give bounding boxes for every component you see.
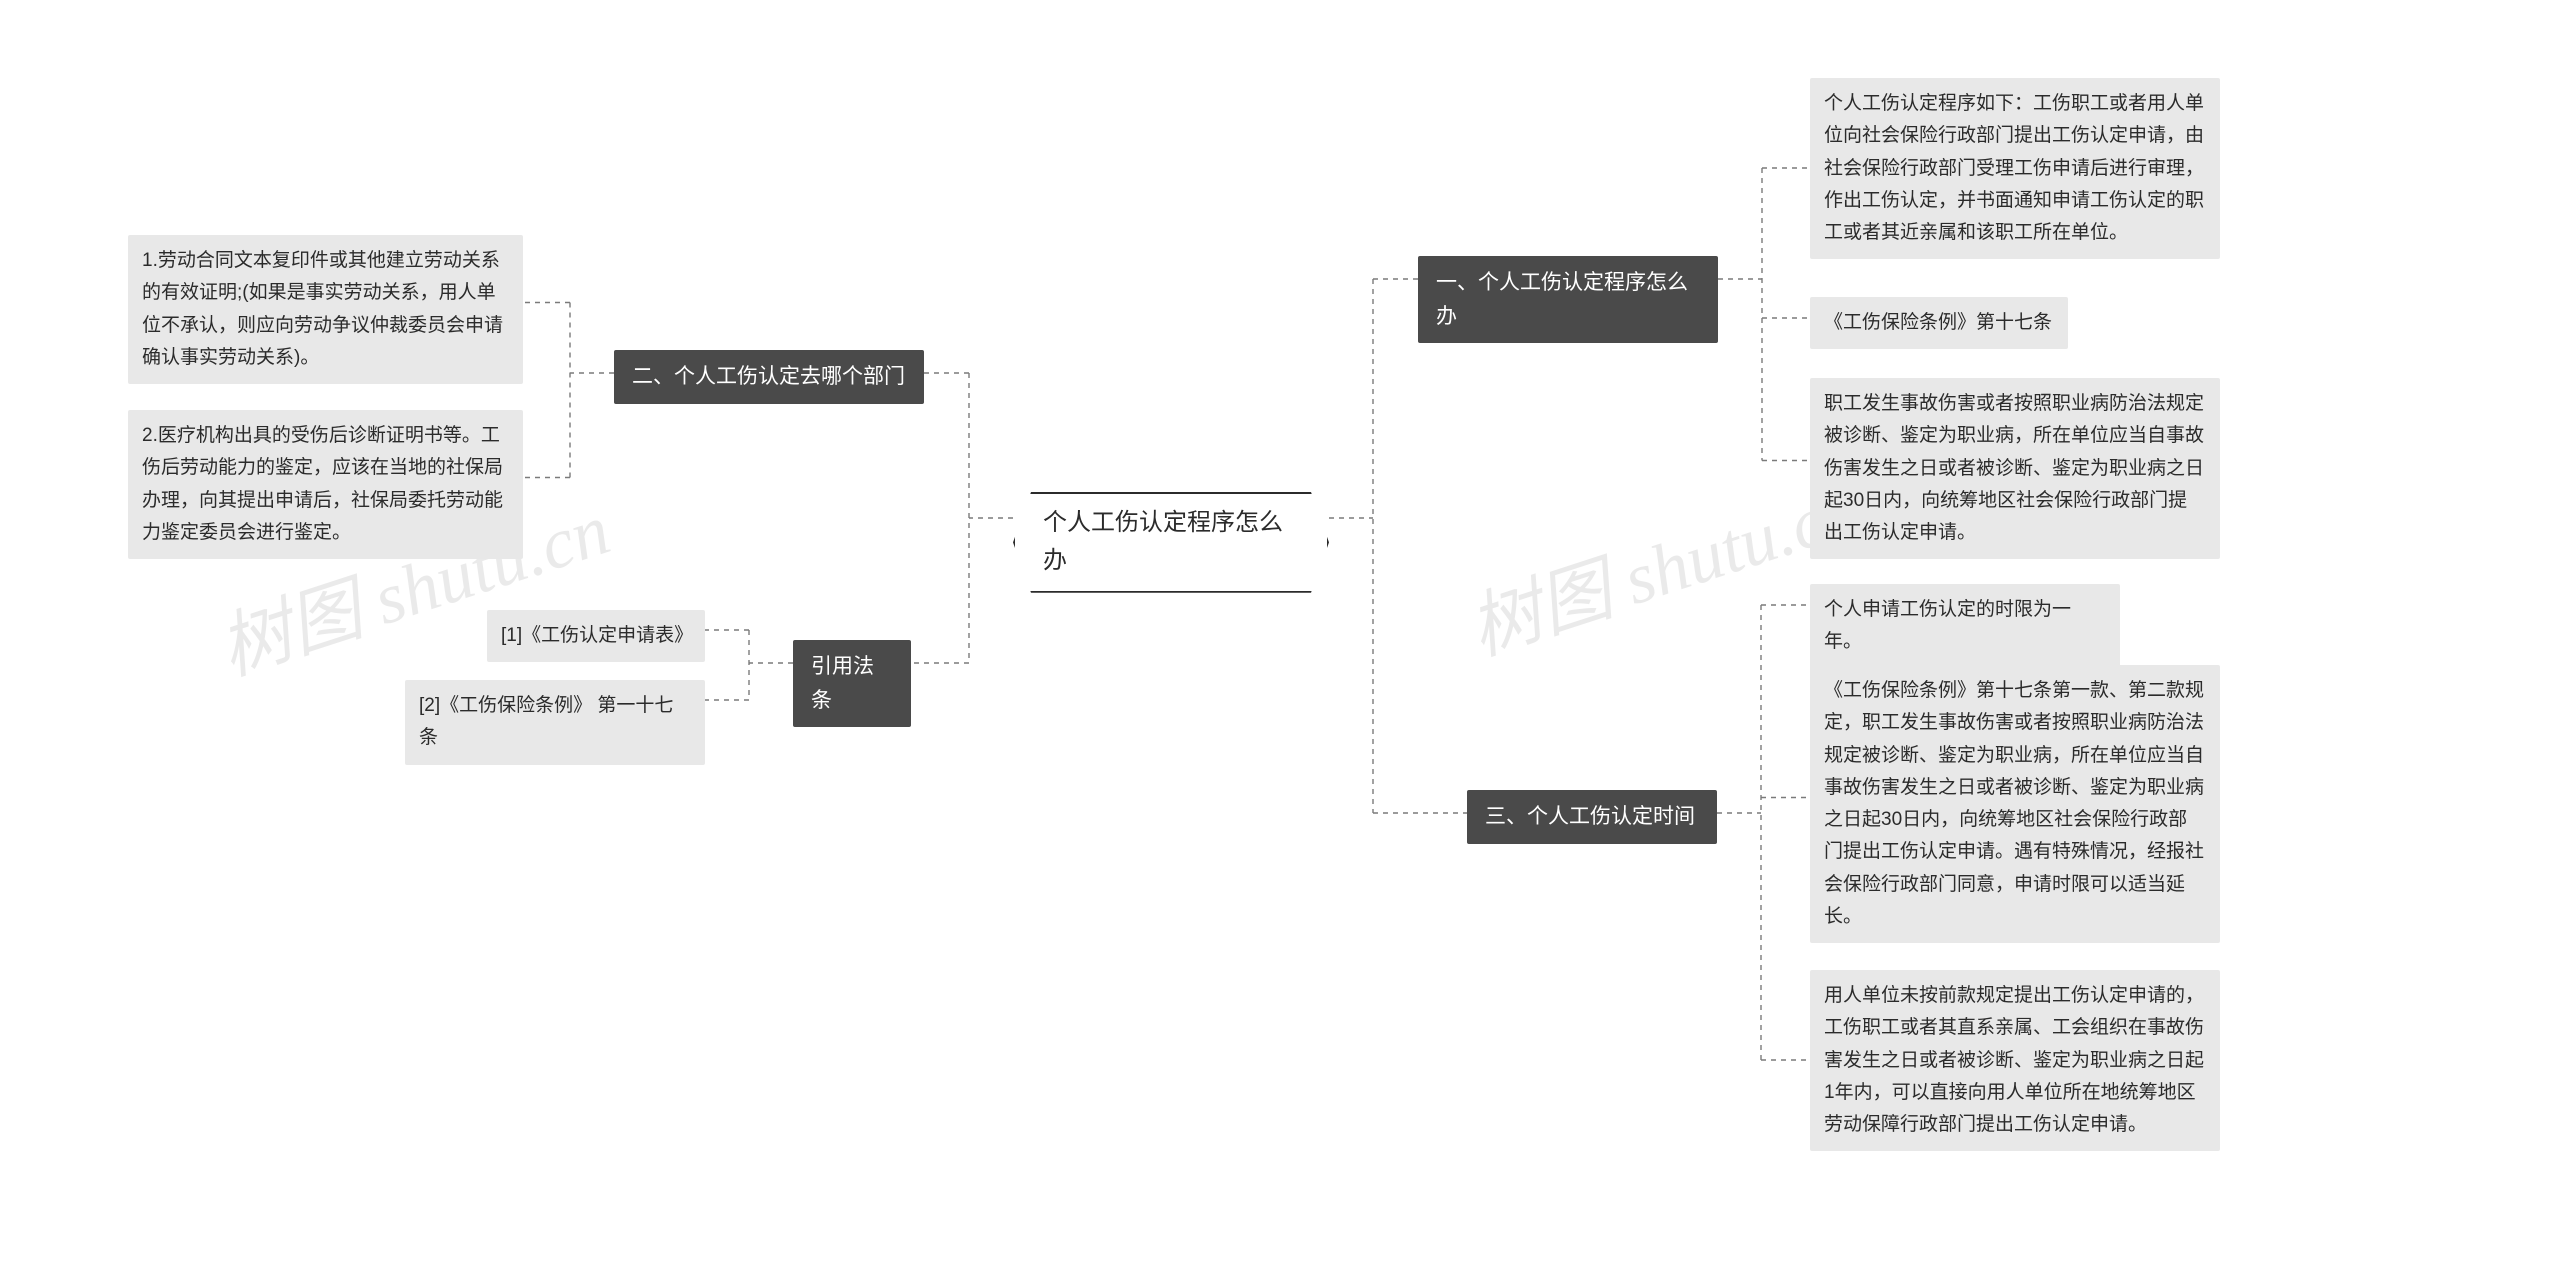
branch-3: 三、个人工伤认定时间 xyxy=(1467,790,1717,844)
leaf-3-2: 《工伤保险条例》第十七条第一款、第二款规定，职工发生事故伤害或者按照职业病防治法… xyxy=(1810,665,2220,943)
leaf-1-3: 职工发生事故伤害或者按照职业病防治法规定被诊断、鉴定为职业病，所在单位应当自事故… xyxy=(1810,378,2220,559)
root-node: 个人工伤认定程序怎么办 xyxy=(1013,492,1329,593)
branch-4: 引用法条 xyxy=(793,640,911,727)
leaf-1-1: 个人工伤认定程序如下：工伤职工或者用人单位向社会保险行政部门提出工伤认定申请，由… xyxy=(1810,78,2220,259)
leaf-4-1: [1]《工伤认定申请表》 xyxy=(487,610,705,662)
watermark: 树图 shutu.cn xyxy=(1454,450,1871,675)
branch-1: 一、个人工伤认定程序怎么办 xyxy=(1418,256,1718,343)
leaf-4-2: [2]《工伤保险条例》 第一十七条 xyxy=(405,680,705,765)
leaf-1-2: 《工伤保险条例》第十七条 xyxy=(1810,297,2068,349)
leaf-2-2: 2.医疗机构出具的受伤后诊断证明书等。工伤后劳动能力的鉴定，应该在当地的社保局办… xyxy=(128,410,523,559)
leaf-2-1: 1.劳动合同文本复印件或其他建立劳动关系的有效证明;(如果是事实劳动关系，用人单… xyxy=(128,235,523,384)
leaf-3-3: 用人单位未按前款规定提出工伤认定申请的，工伤职工或者其直系亲属、工会组织在事故伤… xyxy=(1810,970,2220,1151)
mindmap-canvas: 树图 shutu.cn 树图 shutu.cn 个人工伤认定程序怎么办 一、个人… xyxy=(0,0,2560,1283)
branch-2: 二、个人工伤认定去哪个部门 xyxy=(614,350,924,404)
leaf-3-1: 个人申请工伤认定的时限为一年。 xyxy=(1810,584,2120,669)
